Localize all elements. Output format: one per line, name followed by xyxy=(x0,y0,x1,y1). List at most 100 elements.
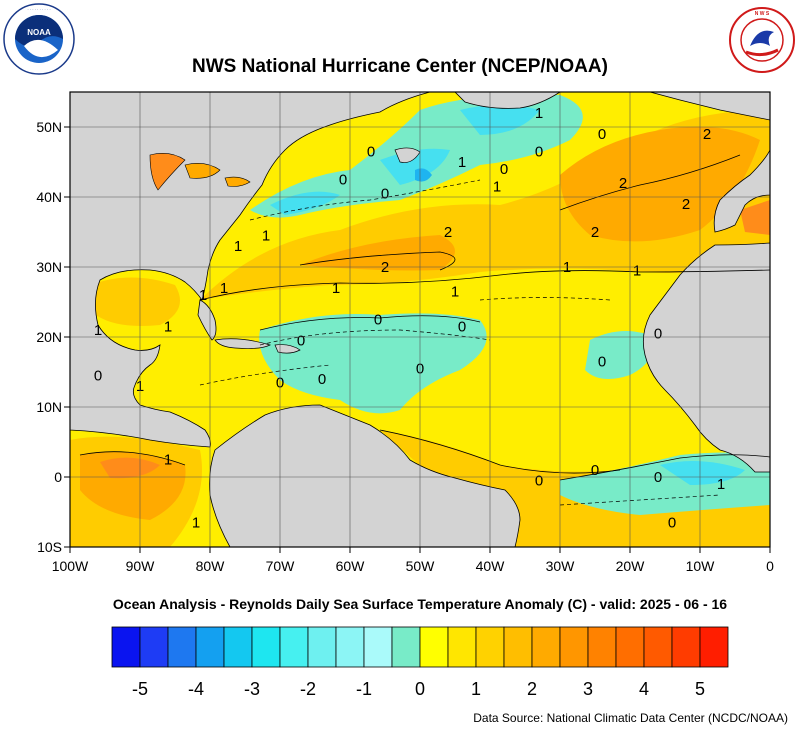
contour-label: 2 xyxy=(381,259,389,276)
colorbar-swatch xyxy=(195,626,225,668)
colorbar-swatch xyxy=(587,626,617,668)
contour-label: 1 xyxy=(199,287,207,304)
colorbar-tick-label: -1 xyxy=(356,679,372,699)
contour-label: 0 xyxy=(535,473,543,490)
lon-tick-label: 80W xyxy=(196,558,226,574)
axis-labels: 100W 90W 80W 70W 60W 50W 40W 30W 20W 10W 0 50N 40N 30… xyxy=(36,119,774,574)
colorbar-swatch xyxy=(335,626,365,668)
contour-label: 0 xyxy=(598,354,606,371)
cool-anomaly-region xyxy=(585,331,653,379)
colorbar-swatch xyxy=(223,626,253,668)
lat-tick-label: 10N xyxy=(36,399,62,415)
warm-anomaly-region xyxy=(100,457,160,479)
lon-tick-label: 90W xyxy=(126,558,156,574)
warm-anomaly-region xyxy=(740,200,770,235)
contour-label: 1 xyxy=(563,259,571,276)
colorbar-swatch xyxy=(279,626,309,668)
nws-logo: N W S xyxy=(729,7,795,73)
lat-tick-label: 20N xyxy=(36,329,62,345)
lon-tick-label: 40W xyxy=(476,558,506,574)
contour-label: 1 xyxy=(234,238,242,255)
lat-tick-label: 30N xyxy=(36,259,62,275)
contour-label: 1 xyxy=(458,154,466,171)
contour-label: 0 xyxy=(297,333,305,350)
noaa-logo-text: NOAA xyxy=(27,28,51,37)
contour-label: 2 xyxy=(703,126,711,143)
contour-label: 1 xyxy=(192,515,200,532)
map-subtitle: Ocean Analysis - Reynolds Daily Sea Surf… xyxy=(112,596,728,612)
contour-label: 1 xyxy=(94,322,102,339)
colorbar-swatch xyxy=(503,626,533,668)
data-source: Data Source: National Climatic Data Cent… xyxy=(473,711,788,725)
contour-label: 0 xyxy=(591,462,599,479)
florida-land xyxy=(197,299,217,341)
great-lakes xyxy=(184,163,221,179)
contour-label: 1 xyxy=(451,284,459,301)
colorbar-tick-label: -5 xyxy=(132,679,148,699)
lon-tick-label: 0 xyxy=(766,558,774,574)
contour-label: 0 xyxy=(500,161,508,178)
warm-anomaly-region xyxy=(560,126,760,242)
warm-anomaly-region xyxy=(90,277,180,326)
contour-label: 1 xyxy=(164,452,172,469)
contour-label: 0 xyxy=(598,126,606,143)
colorbar-swatch xyxy=(671,626,701,668)
lat-tick-label: 10S xyxy=(37,539,62,555)
colorbar-boxes xyxy=(111,626,729,668)
axis-ticks xyxy=(64,126,771,553)
hispaniola-land xyxy=(274,344,301,354)
warm-anomaly-region xyxy=(300,235,455,271)
svg-text:· · · · · · · · · ·: · · · · · · · · · · xyxy=(27,7,50,12)
lon-tick-label: 20W xyxy=(616,558,646,574)
contour-label: 2 xyxy=(619,175,627,192)
colorbar-swatch xyxy=(111,626,141,668)
colorbar-swatch xyxy=(531,626,561,668)
lon-tick-label: 100W xyxy=(52,558,89,574)
contour-label: 0 xyxy=(339,172,347,189)
colorbar-labels: -5 -4 -3 -2 -1 0 1 2 3 4 5 xyxy=(132,679,705,699)
contour-label: 0 xyxy=(654,469,662,486)
contour-label: 1 xyxy=(535,105,543,122)
lat-tick-label: 40N xyxy=(36,189,62,205)
contour-label: 0 xyxy=(374,312,382,329)
contour-label: 0 xyxy=(535,144,543,161)
colorbar-tick-label: 3 xyxy=(583,679,593,699)
cool-anomaly-region xyxy=(270,191,340,215)
contour-label: 1 xyxy=(332,280,340,297)
contour-label: 0 xyxy=(381,186,389,203)
colorbar-swatch xyxy=(699,626,729,668)
lat-lon-grid xyxy=(70,92,770,547)
contour-label: 0 xyxy=(318,371,326,388)
colorbar-swatch xyxy=(447,626,477,668)
page-title: NWS National Hurricane Center (NCEP/NOAA… xyxy=(192,56,608,77)
contour-label: 1 xyxy=(633,263,641,280)
cool-anomaly-region xyxy=(415,168,432,182)
lon-tick-label: 10W xyxy=(686,558,716,574)
contour-label: 2 xyxy=(591,224,599,241)
great-lakes xyxy=(149,153,186,191)
colorbar-swatch xyxy=(615,626,645,668)
colorbar-tick-label: 1 xyxy=(471,679,481,699)
contour-label: 1 xyxy=(220,280,228,297)
south-america-land xyxy=(209,404,521,547)
colorbar-swatch xyxy=(139,626,169,668)
colorbar-swatch xyxy=(419,626,449,668)
colorbar-swatch xyxy=(391,626,421,668)
colorbar-swatch xyxy=(363,626,393,668)
contour-label: 0 xyxy=(458,319,466,336)
colorbar-tick-label: 5 xyxy=(695,679,705,699)
colorbar-swatch xyxy=(475,626,505,668)
colorbar-swatch xyxy=(251,626,281,668)
contour-label: 2 xyxy=(682,196,690,213)
lon-tick-label: 60W xyxy=(336,558,366,574)
contour-label: 1 xyxy=(717,476,725,493)
colorbar-swatch xyxy=(167,626,197,668)
lon-tick-label: 30W xyxy=(546,558,576,574)
lat-tick-label: 50N xyxy=(36,119,62,135)
africa-land xyxy=(642,242,770,473)
colorbar-swatch xyxy=(643,626,673,668)
cool-anomaly-region xyxy=(380,148,450,185)
contour-label: 1 xyxy=(262,228,270,245)
contour-label: 0 xyxy=(654,326,662,343)
colorbar-tick-label: -3 xyxy=(244,679,260,699)
